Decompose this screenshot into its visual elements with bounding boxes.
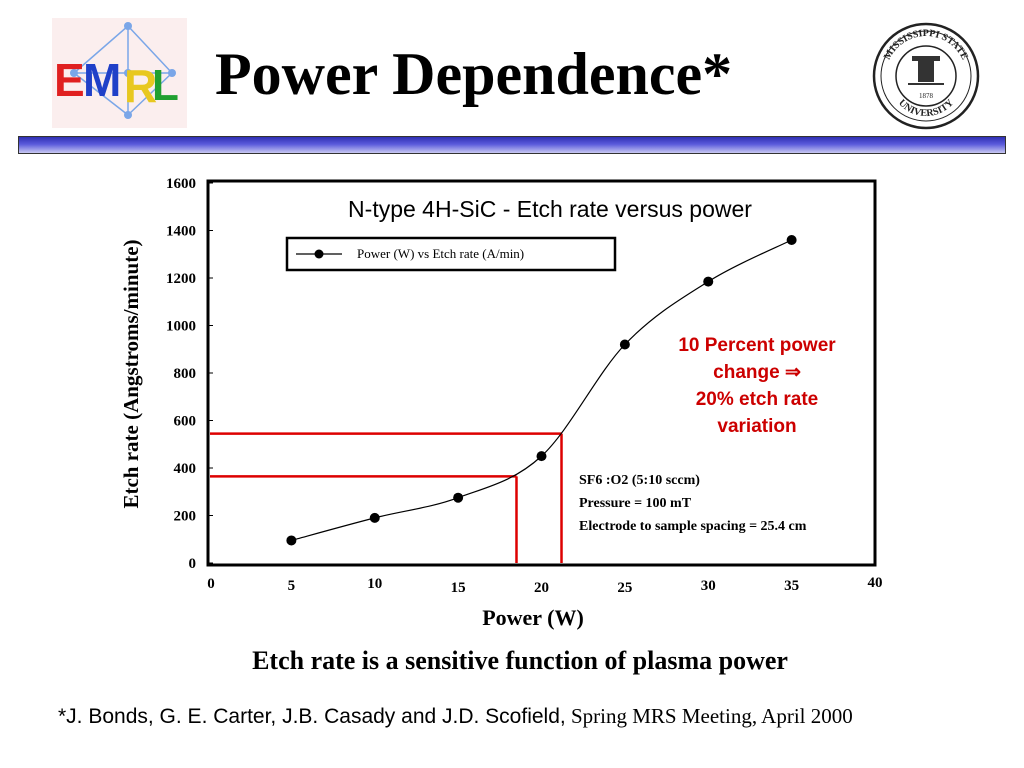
data-point (453, 492, 464, 503)
svg-text:L: L (152, 61, 179, 110)
y-tick-label: 200 (174, 509, 197, 525)
annotation-line-1: 10 Percent power (678, 335, 836, 356)
svg-text:1878: 1878 (919, 92, 934, 100)
y-tick-label: 600 (174, 414, 197, 430)
condition-gas: SF6 :O2 (5:10 sccm) (579, 473, 700, 488)
svg-text:M: M (83, 54, 121, 106)
y-tick-label: 0 (189, 556, 197, 572)
legend-label: Power (W) vs Etch rate (A/min) (357, 246, 524, 261)
x-tick-label: 40 (868, 575, 883, 591)
red-annotation: 10 Percent power change ⇒ 20% etch rate … (678, 335, 836, 437)
slide-title: Power Dependence* (215, 41, 733, 107)
x-tick-label: 20 (534, 580, 549, 596)
condition-pressure: Pressure = 100 mT (579, 496, 692, 511)
chart-caption: Etch rate is a sensitive function of pla… (252, 646, 788, 675)
x-tick-label: 30 (701, 578, 716, 594)
data-point (286, 535, 297, 546)
citation-venue: Spring MRS Meeting, April 2000 (570, 704, 853, 728)
emrl-logo: E M R L (52, 18, 187, 128)
annotation-line-2: change ⇒ (713, 362, 801, 383)
x-tick-label: 0 (207, 576, 215, 592)
y-tick-label: 1600 (166, 176, 196, 192)
legend: Power (W) vs Etch rate (A/min) (285, 236, 617, 272)
svg-text:E: E (54, 54, 85, 106)
data-point (536, 451, 547, 462)
citation-authors: *J. Bonds, G. E. Carter, J.B. Casady and… (58, 705, 566, 728)
annotation-line-3: 20% etch rate (696, 389, 819, 410)
annotation-line-4: variation (717, 416, 796, 437)
y-tick-label: 1400 (166, 224, 196, 240)
y-tick-label: 1000 (166, 319, 196, 335)
process-conditions: SF6 :O2 (5:10 sccm) Pressure = 100 mT El… (579, 473, 807, 534)
citation: *J. Bonds, G. E. Carter, J.B. Casady and… (58, 704, 853, 729)
y-tick-label: 1200 (166, 271, 196, 287)
x-tick-label: 10 (367, 576, 382, 592)
title-divider-bar (18, 136, 1006, 154)
x-tick-label: 15 (451, 580, 466, 596)
msu-seal: MISSISSIPPI STATE UNIVERSITY 1878 (872, 22, 980, 130)
condition-spacing: Electrode to sample spacing = 25.4 cm (579, 519, 807, 534)
legend-marker (314, 249, 324, 259)
data-point (786, 235, 797, 245)
y-axis-title: Etch rate (Angstroms/minute) (119, 239, 143, 508)
data-point (619, 339, 630, 350)
svg-text:R: R (124, 60, 157, 112)
y-tick-label: 400 (174, 461, 197, 477)
chart-title: N-type 4H-SiC - Etch rate versus power (348, 196, 752, 222)
x-tick-label: 5 (288, 578, 296, 594)
x-tick-label: 35 (784, 578, 799, 594)
data-point (369, 512, 380, 523)
x-axis-title: Power (W) (482, 605, 584, 630)
y-tick-label: 800 (174, 366, 197, 382)
data-point (703, 276, 714, 287)
x-tick-label: 25 (617, 580, 632, 596)
